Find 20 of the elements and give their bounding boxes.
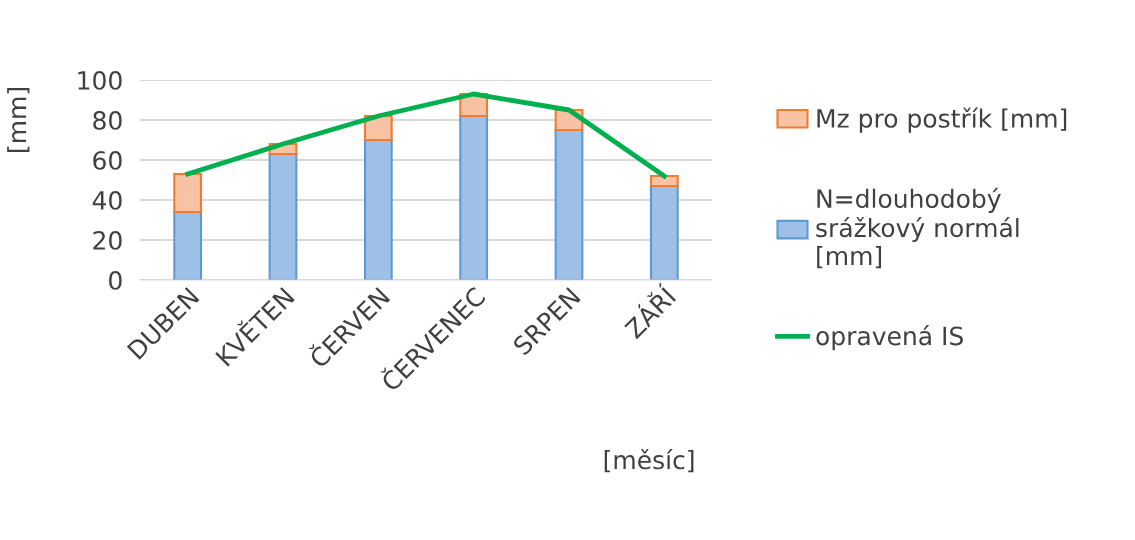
bar <box>268 152 298 280</box>
bar <box>554 128 584 280</box>
y-tick-label: 100 <box>78 70 122 90</box>
bar <box>363 138 393 280</box>
bar <box>173 172 203 214</box>
legend-label: Mz pro postřík [mm] <box>817 107 1067 133</box>
bar <box>459 114 489 280</box>
bar <box>649 184 679 280</box>
legend-label: opravená IS <box>816 325 963 351</box>
y-tick-label: 20 <box>93 230 122 250</box>
y-tick-label: 0 <box>109 270 122 290</box>
bar <box>173 210 203 280</box>
legend-label: N=dlouhodobý srážkový normál [mm] <box>816 187 1019 269</box>
x-axis-title: [měsíc] <box>604 449 694 473</box>
bar <box>649 174 679 188</box>
y-tick-label: 80 <box>93 110 122 130</box>
y-tick-label: 40 <box>92 190 122 210</box>
line-series <box>185 91 667 179</box>
y-axis-title: [mm] <box>7 88 30 152</box>
y-tick-label: 60 <box>93 150 122 170</box>
